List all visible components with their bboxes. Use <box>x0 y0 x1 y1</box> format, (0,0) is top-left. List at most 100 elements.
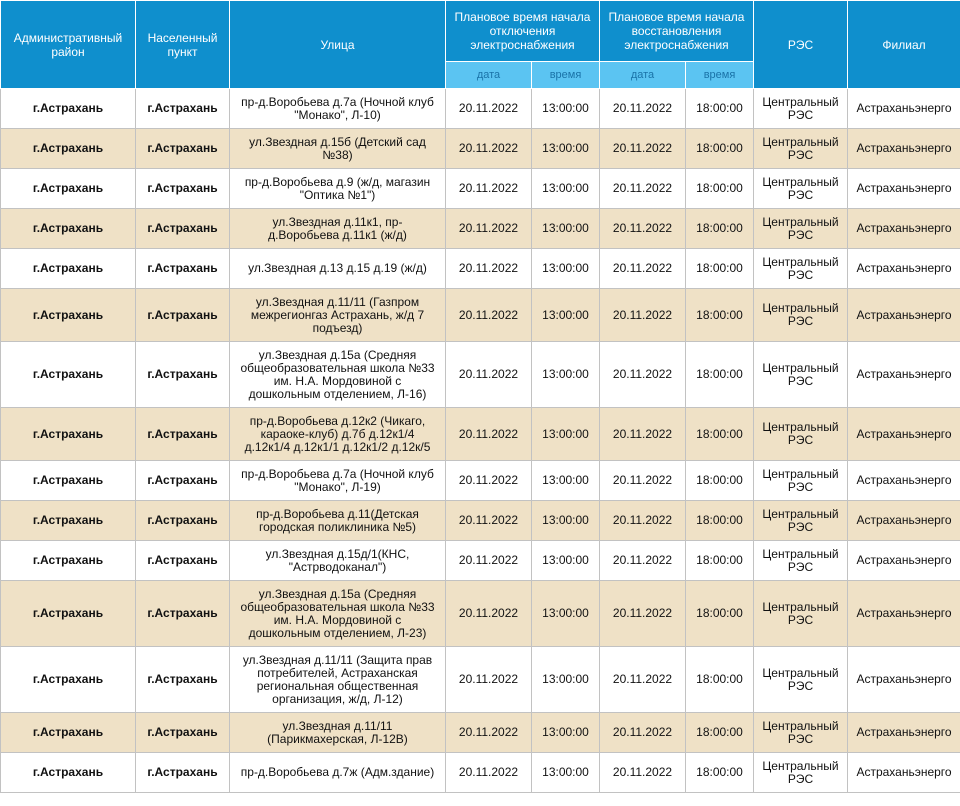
cell-on-date: 20.11.2022 <box>599 168 686 209</box>
cell-branch: Астраханьэнерго <box>847 752 960 793</box>
cell-street: ул.Звездная д.15б (Детский сад №38) <box>229 128 446 169</box>
cell-res: Центральный РЭС <box>753 460 849 501</box>
table-row: г.Астрахань г.Астрахань пр-д.Воробьева д.7… <box>0 88 960 129</box>
cell-off-time: 13:00:00 <box>531 248 600 289</box>
table-row: г.Астрахань г.Астрахань ул.Звездная д.15а … <box>0 580 960 647</box>
cell-on-time: 18:00:00 <box>684 88 755 129</box>
cell-street: ул.Звездная д.15д/1(КНС, "Астрводоканал"… <box>229 540 446 581</box>
cell-on-time: 18:00:00 <box>684 248 755 289</box>
cell-street: пр-д.Воробьева д.7а (Ночной клуб "Монако… <box>229 460 446 501</box>
cell-on-time: 18:00:00 <box>684 407 755 461</box>
subheader-off-date: дата <box>445 61 532 89</box>
cell-on-date: 20.11.2022 <box>599 341 686 408</box>
header-on-time: Плановое время начала восстановления эле… <box>598 0 755 62</box>
cell-res: Центральный РЭС <box>753 208 849 249</box>
cell-street: пр-д.Воробьева д.12к2 (Чикаго, караоке-к… <box>229 407 446 461</box>
cell-district: г.Астрахань <box>0 712 136 753</box>
table-row: г.Астрахань г.Астрахань пр-д.Воробьева д.7… <box>0 752 960 793</box>
cell-off-date: 20.11.2022 <box>445 500 532 541</box>
table-row: г.Астрахань г.Астрахань пр-д.Воробьева д.1… <box>0 500 960 541</box>
cell-street: ул.Звездная д.15а (Средняя общеобразоват… <box>229 341 446 408</box>
cell-res: Центральный РЭС <box>753 580 849 647</box>
cell-on-time: 18:00:00 <box>684 752 755 793</box>
cell-on-date: 20.11.2022 <box>599 540 686 581</box>
cell-res: Центральный РЭС <box>753 288 849 342</box>
cell-locality: г.Астрахань <box>135 540 230 581</box>
cell-res: Центральный РЭС <box>753 712 849 753</box>
cell-res: Центральный РЭС <box>753 248 849 289</box>
cell-district: г.Астрахань <box>0 88 136 129</box>
cell-on-date: 20.11.2022 <box>599 500 686 541</box>
cell-street: ул.Звездная д.11к1, пр-д.Воробьева д.11к… <box>229 208 446 249</box>
table-row: г.Астрахань г.Астрахань пр-д.Воробьева д.1… <box>0 407 960 461</box>
cell-locality: г.Астрахань <box>135 580 230 647</box>
cell-off-date: 20.11.2022 <box>445 248 532 289</box>
cell-street: ул.Звездная д.15а (Средняя общеобразоват… <box>229 580 446 647</box>
cell-off-time: 13:00:00 <box>531 288 600 342</box>
cell-res: Центральный РЭС <box>753 341 849 408</box>
cell-off-time: 13:00:00 <box>531 407 600 461</box>
cell-branch: Астраханьэнерго <box>847 341 960 408</box>
cell-off-time: 13:00:00 <box>531 500 600 541</box>
cell-off-date: 20.11.2022 <box>445 208 532 249</box>
cell-district: г.Астрахань <box>0 460 136 501</box>
cell-branch: Астраханьэнерго <box>847 712 960 753</box>
cell-res: Центральный РЭС <box>753 88 849 129</box>
cell-locality: г.Астрахань <box>135 168 230 209</box>
subheader-on-date: дата <box>599 61 686 89</box>
cell-on-date: 20.11.2022 <box>599 646 686 713</box>
table-row: г.Астрахань г.Астрахань ул.Звездная д.15б … <box>0 128 960 169</box>
cell-branch: Астраханьэнерго <box>847 540 960 581</box>
table-row: г.Астрахань г.Астрахань ул.Звездная д.13 д… <box>0 248 960 289</box>
cell-locality: г.Астрахань <box>135 407 230 461</box>
cell-res: Центральный РЭС <box>753 646 849 713</box>
cell-off-date: 20.11.2022 <box>445 580 532 647</box>
cell-off-date: 20.11.2022 <box>445 752 532 793</box>
cell-on-date: 20.11.2022 <box>599 128 686 169</box>
cell-branch: Астраханьэнерго <box>847 248 960 289</box>
cell-off-date: 20.11.2022 <box>445 712 532 753</box>
cell-on-date: 20.11.2022 <box>599 712 686 753</box>
cell-locality: г.Астрахань <box>135 288 230 342</box>
cell-on-date: 20.11.2022 <box>599 752 686 793</box>
cell-branch: Астраханьэнерго <box>847 168 960 209</box>
cell-off-date: 20.11.2022 <box>445 407 532 461</box>
table-row: г.Астрахань г.Астрахань пр-д.Воробьева д.9… <box>0 168 960 209</box>
cell-off-time: 13:00:00 <box>531 646 600 713</box>
cell-locality: г.Астрахань <box>135 208 230 249</box>
cell-branch: Астраханьэнерго <box>847 208 960 249</box>
cell-district: г.Астрахань <box>0 208 136 249</box>
cell-district: г.Астрахань <box>0 580 136 647</box>
cell-street: пр-д.Воробьева д.9 (ж/д, магазин "Оптика… <box>229 168 446 209</box>
table-row: г.Астрахань г.Астрахань ул.Звездная д.11к1… <box>0 208 960 249</box>
cell-on-time: 18:00:00 <box>684 712 755 753</box>
cell-on-date: 20.11.2022 <box>599 208 686 249</box>
cell-locality: г.Астрахань <box>135 646 230 713</box>
cell-on-date: 20.11.2022 <box>599 248 686 289</box>
table-row: г.Астрахань г.Астрахань ул.Звездная д.15д/… <box>0 540 960 581</box>
cell-on-time: 18:00:00 <box>684 500 755 541</box>
cell-locality: г.Астрахань <box>135 712 230 753</box>
cell-on-time: 18:00:00 <box>684 540 755 581</box>
cell-off-time: 13:00:00 <box>531 88 600 129</box>
header-street: Улица <box>229 0 446 89</box>
cell-locality: г.Астрахань <box>135 128 230 169</box>
cell-branch: Астраханьэнерго <box>847 646 960 713</box>
cell-res: Центральный РЭС <box>753 128 849 169</box>
cell-street: ул.Звездная д.13 д.15 д.19 (ж/д) <box>229 248 446 289</box>
cell-on-time: 18:00:00 <box>684 460 755 501</box>
cell-locality: г.Астрахань <box>135 460 230 501</box>
cell-on-time: 18:00:00 <box>684 128 755 169</box>
header-district: Административный район <box>0 0 136 89</box>
cell-off-time: 13:00:00 <box>531 208 600 249</box>
cell-on-date: 20.11.2022 <box>599 88 686 129</box>
cell-locality: г.Астрахань <box>135 248 230 289</box>
cell-off-date: 20.11.2022 <box>445 460 532 501</box>
cell-off-time: 13:00:00 <box>531 460 600 501</box>
cell-on-time: 18:00:00 <box>684 580 755 647</box>
cell-district: г.Астрахань <box>0 646 136 713</box>
cell-off-time: 13:00:00 <box>531 752 600 793</box>
header-row: Административный район Населенный пункт … <box>0 0 960 89</box>
subheader-off-time: время <box>531 61 600 89</box>
table-body: г.Астрахань г.Астрахань пр-д.Воробьева д.7… <box>0 88 960 793</box>
